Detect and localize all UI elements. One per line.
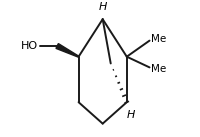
Text: HO: HO [21, 41, 38, 51]
Text: Me: Me [151, 34, 166, 44]
Text: Me: Me [151, 64, 166, 74]
Polygon shape [56, 44, 79, 57]
Text: H: H [98, 2, 107, 12]
Text: H: H [127, 110, 135, 120]
